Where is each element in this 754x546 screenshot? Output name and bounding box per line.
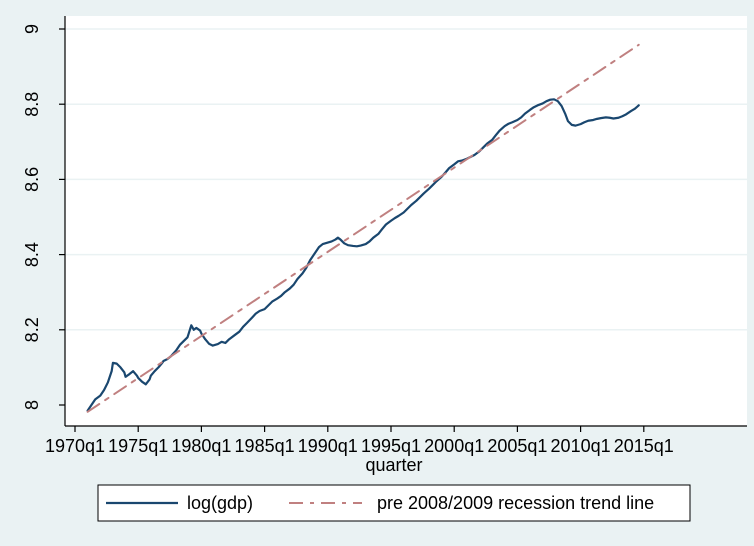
x-tick-label-1: 1975q1 [108,436,168,456]
y-tick-label-2: 8.4 [22,242,42,267]
x-tick-label-0: 1970q1 [45,436,105,456]
x-axis-ticks: 1970q1 1975q1 1980q1 1985q1 1990q1 1995q1 2000… [45,426,674,456]
y-tick-label-1: 8.2 [22,317,42,342]
legend-label-log-gdp: log(gdp) [187,493,253,513]
x-axis-title: quarter [365,455,422,475]
x-tick-label-9: 2015q1 [614,436,674,456]
series-line-trend [86,43,640,413]
x-tick-label-6: 2000q1 [424,436,484,456]
y-tick-label-4: 8.8 [22,92,42,117]
x-tick-label-2: 1980q1 [171,436,231,456]
plot-background [65,16,747,426]
y-tick-label-0: 8 [22,400,42,410]
y-tick-label-3: 8.6 [22,167,42,192]
x-tick-label-3: 1985q1 [235,436,295,456]
y-tick-label-5: 9 [22,24,42,34]
legend-label-trend-line: pre 2008/2009 recession trend line [377,493,654,513]
x-tick-label-7: 2005q1 [487,436,547,456]
series-layer [86,43,640,413]
x-tick-label-5: 1995q1 [361,436,421,456]
x-tick-label-4: 1990q1 [298,436,358,456]
x-tick-label-8: 2010q1 [551,436,611,456]
y-axis-ticks: 8 8.2 8.4 8.6 8.8 9 [22,24,65,410]
legend-box [97,484,691,522]
series-line-log-gdp [86,98,640,412]
gridlines [65,28,747,331]
